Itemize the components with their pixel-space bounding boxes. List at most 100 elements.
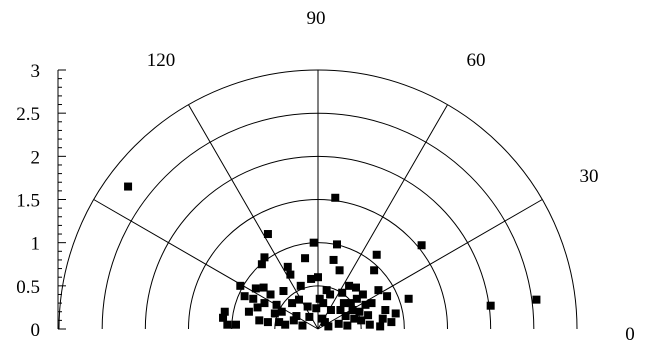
data-point bbox=[378, 314, 387, 323]
data-point bbox=[486, 301, 495, 310]
data-point bbox=[303, 302, 312, 311]
data-point bbox=[326, 290, 335, 299]
radius-tick-label: 1 bbox=[31, 234, 41, 255]
radius-tick-label: 2 bbox=[31, 147, 41, 168]
data-point bbox=[355, 307, 364, 316]
data-point bbox=[314, 273, 322, 282]
data-point bbox=[279, 287, 288, 296]
data-point bbox=[383, 292, 392, 301]
data-point bbox=[324, 322, 333, 331]
data-point bbox=[364, 311, 373, 320]
data-point bbox=[249, 294, 258, 303]
data-point bbox=[312, 304, 321, 313]
data-point bbox=[220, 307, 229, 316]
data-point bbox=[281, 320, 290, 329]
data-point bbox=[288, 299, 297, 308]
data-point bbox=[236, 281, 245, 290]
data-point bbox=[350, 314, 359, 323]
data-point bbox=[260, 299, 269, 308]
data-point bbox=[275, 318, 284, 327]
data-point bbox=[292, 312, 301, 321]
data-point bbox=[334, 319, 343, 328]
data-point bbox=[381, 306, 390, 315]
radius-tick-label: 3 bbox=[31, 61, 41, 82]
data-point bbox=[301, 254, 310, 263]
data-point bbox=[270, 309, 279, 318]
angle-tick-label: 90 bbox=[307, 8, 326, 29]
data-point bbox=[338, 288, 347, 297]
data-point bbox=[283, 262, 292, 271]
data-point bbox=[305, 312, 314, 321]
data-point bbox=[339, 299, 348, 308]
data-point bbox=[326, 306, 335, 315]
data-point bbox=[351, 283, 360, 292]
data-point bbox=[391, 309, 400, 318]
data-point bbox=[259, 283, 268, 292]
data-point bbox=[257, 260, 266, 269]
data-point bbox=[370, 266, 379, 275]
angle-labels: 0 30 60 90 120 bbox=[147, 8, 635, 341]
data-point bbox=[374, 286, 383, 295]
data-point bbox=[322, 286, 331, 295]
data-point bbox=[417, 241, 426, 250]
data-point bbox=[361, 300, 370, 309]
data-point bbox=[387, 318, 396, 327]
radius-tick-label: 1.5 bbox=[16, 191, 40, 212]
data-point bbox=[343, 321, 352, 330]
data-point bbox=[336, 306, 345, 315]
data-point bbox=[253, 303, 262, 312]
data-point bbox=[296, 281, 305, 290]
data-point bbox=[263, 318, 272, 327]
data-point bbox=[331, 193, 340, 202]
data-point bbox=[320, 318, 329, 327]
data-point bbox=[263, 230, 272, 239]
data-point bbox=[365, 320, 374, 329]
data-point bbox=[240, 292, 249, 301]
data-point bbox=[315, 294, 324, 303]
data-point bbox=[404, 294, 413, 303]
data-point bbox=[307, 274, 316, 283]
angle-tick-label: 60 bbox=[467, 50, 486, 71]
data-point bbox=[335, 266, 344, 275]
data-point bbox=[251, 284, 260, 293]
data-point bbox=[231, 320, 240, 329]
data-point bbox=[357, 316, 366, 325]
radius-tick-label: 0.5 bbox=[16, 277, 40, 298]
data-point bbox=[319, 299, 328, 308]
data-point bbox=[289, 316, 298, 325]
polar-grid bbox=[58, 69, 578, 330]
data-point bbox=[255, 316, 264, 325]
angle-grid-spoke bbox=[93, 199, 319, 330]
data-point bbox=[309, 238, 318, 247]
data-point bbox=[367, 299, 376, 308]
data-point bbox=[266, 290, 275, 299]
data-point bbox=[295, 295, 304, 304]
data-point bbox=[532, 295, 541, 304]
angle-grid-spoke bbox=[317, 104, 448, 330]
data-point bbox=[341, 312, 350, 321]
data-point bbox=[348, 306, 357, 315]
data-point bbox=[329, 255, 338, 264]
radius-axis: 0 0.5 1 1.5 2 2.5 3 bbox=[16, 61, 66, 341]
angle-tick-label: 30 bbox=[580, 166, 599, 187]
data-point bbox=[277, 307, 286, 316]
data-point bbox=[372, 250, 381, 259]
data-point bbox=[219, 313, 228, 322]
data-point bbox=[124, 182, 133, 191]
angle-tick-label: 0 bbox=[625, 324, 635, 341]
data-point bbox=[345, 281, 354, 290]
data-point bbox=[332, 240, 341, 249]
data-point bbox=[286, 270, 295, 279]
data-points bbox=[124, 182, 541, 331]
data-point bbox=[346, 299, 355, 308]
data-point bbox=[352, 294, 361, 303]
data-point bbox=[260, 253, 269, 262]
data-point bbox=[376, 322, 385, 331]
data-point bbox=[244, 307, 253, 316]
data-point bbox=[358, 290, 367, 299]
data-point bbox=[298, 321, 307, 330]
radius-tick-label: 0 bbox=[31, 320, 41, 341]
angle-grid-spoke bbox=[188, 104, 319, 330]
data-point bbox=[223, 320, 232, 329]
